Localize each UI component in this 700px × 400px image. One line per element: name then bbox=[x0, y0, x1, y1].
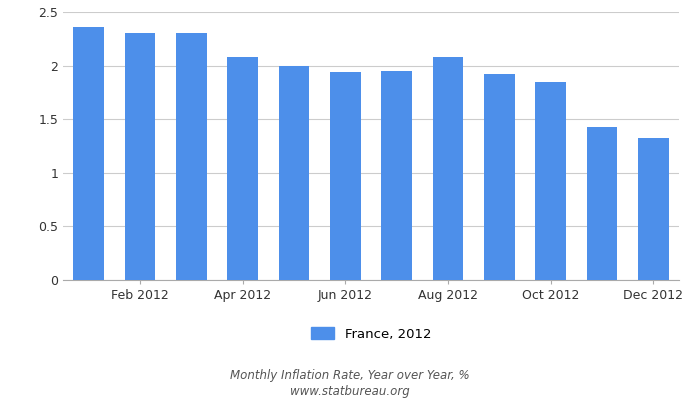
Bar bbox=[433, 57, 463, 280]
Bar bbox=[228, 57, 258, 280]
Text: www.statbureau.org: www.statbureau.org bbox=[290, 386, 410, 398]
Bar bbox=[382, 71, 412, 280]
Bar bbox=[638, 138, 668, 280]
Bar bbox=[330, 72, 360, 280]
Bar bbox=[536, 82, 566, 280]
Text: Monthly Inflation Rate, Year over Year, %: Monthly Inflation Rate, Year over Year, … bbox=[230, 370, 470, 382]
Bar bbox=[176, 34, 206, 280]
Bar bbox=[125, 34, 155, 280]
Bar bbox=[484, 74, 514, 280]
Legend: France, 2012: France, 2012 bbox=[311, 327, 431, 341]
Bar bbox=[587, 127, 617, 280]
Bar bbox=[74, 27, 104, 280]
Bar bbox=[279, 66, 309, 280]
